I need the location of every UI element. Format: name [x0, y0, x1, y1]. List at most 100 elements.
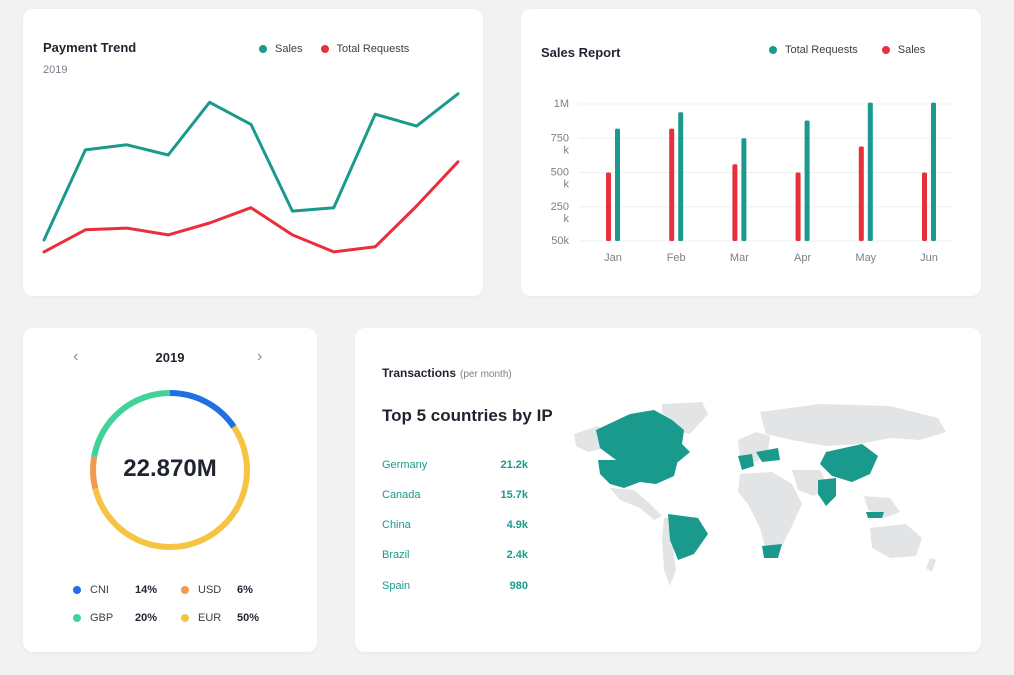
country-name: Spain — [382, 580, 411, 592]
bar-total-requests — [615, 128, 620, 241]
currency-pct: 50% — [237, 612, 260, 624]
transactions-title-sub: (per month) — [460, 369, 512, 380]
legend-label: Total Requests — [785, 44, 858, 56]
payment-trend-title: Payment Trend — [43, 40, 137, 55]
map-usa — [598, 460, 678, 488]
bar-sales — [922, 172, 927, 241]
map-brazil — [668, 514, 708, 560]
country-value: 2.4k — [506, 549, 528, 561]
bar-total-requests — [867, 102, 873, 241]
currency-code: CNI — [90, 584, 109, 596]
currency-item-eur: EUR 50% — [181, 612, 259, 624]
y-tick-label: 50k — [551, 235, 569, 247]
payment-trend-card: Payment Trend 2019 Sales Total Requests — [23, 9, 483, 296]
bar-total-requests — [804, 120, 810, 241]
y-tick-label: 250 k — [551, 201, 570, 225]
x-tick-label: Apr — [794, 252, 811, 264]
country-value: 4.9k — [506, 519, 528, 531]
x-tick-label: Feb — [667, 252, 686, 264]
series-line-sales — [42, 92, 460, 242]
currency-donut-chart — [90, 390, 250, 550]
map-india — [818, 478, 836, 506]
x-tick-label: May — [855, 252, 876, 264]
sales-report-legend: Total Requests Sales — [769, 44, 925, 56]
bar-total-requests — [741, 138, 747, 241]
series-line-total-requests — [42, 160, 460, 254]
country-row: China 4.9k — [382, 519, 528, 535]
currency-dot — [181, 614, 189, 622]
bar-total-requests — [931, 102, 936, 241]
currency-code: EUR — [198, 612, 222, 624]
chevron-left-icon[interactable]: ‹ — [73, 348, 79, 365]
payment-trend-year: 2019 — [43, 64, 68, 76]
country-row: Canada 15.7k — [382, 489, 528, 505]
country-row: Brazil 2.4k — [382, 549, 528, 565]
bar-sales — [669, 128, 675, 241]
country-name: Canada — [382, 489, 421, 501]
country-value: 15.7k — [500, 489, 528, 501]
currency-code: GBP — [90, 612, 114, 624]
legend-dot-sales — [881, 46, 890, 54]
x-tick-label: Jun — [920, 252, 938, 264]
transactions-title: Transactions (per month) — [382, 366, 512, 380]
legend-label: Sales — [275, 43, 303, 55]
legend-item-total-requests: Total Requests — [320, 43, 410, 55]
year-label: 2019 — [155, 350, 185, 365]
sales-report-chart: 1M 750 k 500 k 250 k 50k Jan Feb Mar Apr May Jun — [551, 98, 953, 264]
country-row: Spain 980 — [382, 580, 528, 596]
transactions-title-text: Transactions — [382, 366, 457, 380]
currency-item-gbp: GBP 20% — [73, 612, 157, 624]
legend-label: Total Requests — [336, 43, 410, 55]
world-map — [574, 402, 946, 586]
country-row: Germany 21.2k — [382, 459, 528, 475]
y-tick-label: 1M — [554, 98, 569, 110]
currency-card: ‹ 2019 › 22.870M CNI 14% USD 6% GBP 20% … — [23, 328, 317, 652]
bar-sales — [732, 164, 738, 241]
map-mexico-central — [610, 488, 662, 520]
currency-dot — [73, 586, 81, 594]
currency-pct: 20% — [135, 612, 158, 624]
bar-sales — [858, 146, 864, 241]
donut-slice-cni — [169, 390, 237, 429]
map-turkey-region — [756, 448, 780, 462]
donut-slice-usd — [90, 456, 99, 490]
y-tick-label: 750 k — [551, 132, 570, 156]
legend-dot-sales — [259, 45, 267, 53]
country-value: 980 — [509, 580, 528, 592]
payment-trend-legend: Sales Total Requests — [259, 43, 409, 55]
map-indonesia — [866, 512, 884, 518]
country-name: China — [382, 519, 411, 531]
map-africa — [738, 472, 802, 550]
map-south-africa — [762, 544, 782, 558]
sales-report-title: Sales Report — [541, 45, 621, 60]
x-tick-label: Jan — [604, 252, 622, 264]
donut-total: 22.870M — [123, 455, 217, 482]
chevron-right-icon[interactable]: › — [257, 348, 263, 365]
top-countries-heading: Top 5 countries by IP — [382, 406, 553, 425]
currency-pct: 6% — [237, 584, 253, 596]
legend-label: Sales — [897, 44, 926, 56]
bar-sales — [795, 172, 801, 241]
map-new-zealand — [926, 558, 936, 572]
currency-pct: 14% — [135, 584, 158, 596]
map-china — [820, 444, 878, 482]
transactions-card: Transactions (per month) Top 5 countries … — [355, 328, 981, 652]
legend-item-sales: Sales — [259, 43, 303, 55]
country-name: Germany — [382, 459, 428, 471]
legend-dot-total-requests — [320, 45, 329, 53]
donut-slice-eur — [92, 425, 250, 550]
x-tick-label: Mar — [730, 252, 749, 264]
map-canada — [596, 410, 690, 462]
currency-item-cni: CNI 14% — [73, 584, 157, 596]
bar-sales — [606, 172, 611, 241]
year-navigator: ‹ 2019 › — [23, 348, 317, 368]
sales-report-card: Sales Report Total Requests Sales 1M 750 k… — [521, 9, 981, 296]
payment-trend-chart — [42, 92, 460, 254]
map-germany-spain — [738, 454, 754, 470]
map-russia — [760, 404, 946, 446]
bar-total-requests — [678, 112, 684, 241]
currency-dot — [181, 586, 189, 594]
country-value: 21.2k — [500, 459, 528, 471]
country-name: Brazil — [382, 549, 410, 561]
legend-dot-total-requests — [769, 46, 777, 54]
